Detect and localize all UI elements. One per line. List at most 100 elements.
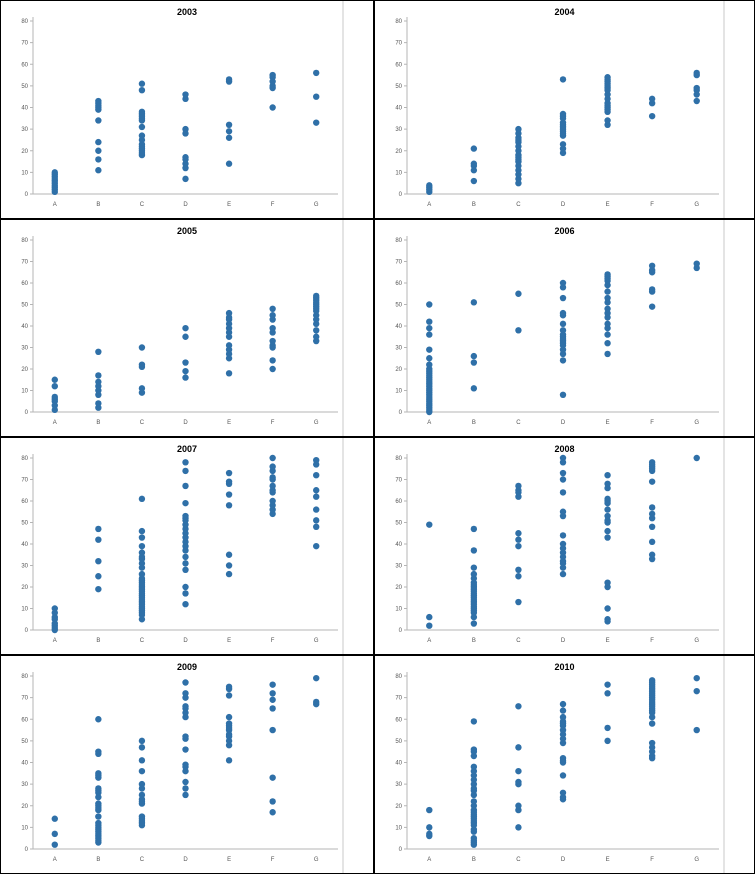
y-tick-label: 40 <box>21 324 28 330</box>
data-point <box>269 681 276 688</box>
data-point <box>138 123 146 131</box>
x-tick-label: E <box>606 202 610 208</box>
data-point <box>559 700 567 708</box>
data-point <box>470 352 478 360</box>
x-tick-label: D <box>183 857 188 863</box>
x-tick-label: C <box>140 638 145 644</box>
data-point <box>604 681 611 688</box>
data-point <box>225 757 233 764</box>
data-point <box>225 469 233 477</box>
data-point <box>426 346 433 353</box>
y-tick-label: 30 <box>21 564 28 570</box>
data-point <box>648 538 656 546</box>
data-point <box>138 385 146 392</box>
data-point <box>559 110 567 118</box>
data-point <box>182 733 189 740</box>
data-point <box>313 506 320 513</box>
x-tick-label: G <box>694 202 699 208</box>
data-point <box>269 463 276 470</box>
y-tick-label: 70 <box>21 696 28 702</box>
y-tick-label: 0 <box>399 410 403 416</box>
data-point <box>559 309 567 317</box>
scatter-chart-2006: 2006 0 10 20 30 40 50 60 70 80 A B C D E F G <box>395 220 725 436</box>
data-point <box>604 294 611 302</box>
data-point <box>95 147 102 154</box>
y-tick-label: 70 <box>395 41 402 47</box>
x-tick-label: E <box>606 857 610 863</box>
y-tick-label: 80 <box>395 238 402 244</box>
data-point <box>470 834 478 842</box>
data-point <box>182 374 189 381</box>
data-point <box>648 739 656 747</box>
x-tick-label: D <box>561 857 566 863</box>
data-point <box>313 487 320 494</box>
data-point <box>313 292 320 300</box>
data-point <box>604 74 611 81</box>
chart-panel-2005: 2005 0 10 20 30 40 50 60 70 80 A B C D E F G <box>0 219 374 437</box>
y-tick-label: 60 <box>21 717 28 723</box>
data-point <box>648 459 656 466</box>
data-point <box>225 121 233 128</box>
data-point <box>225 562 233 569</box>
y-tick-label: 10 <box>395 170 402 176</box>
data-point <box>182 761 189 768</box>
data-point <box>470 547 478 554</box>
x-tick-label: C <box>516 202 521 208</box>
data-point <box>648 523 656 530</box>
y-tick-label: 60 <box>395 717 402 723</box>
x-tick-label: A <box>53 202 57 208</box>
data-point <box>225 342 233 349</box>
data-point <box>559 476 567 483</box>
data-point <box>426 622 433 629</box>
data-point <box>604 690 611 697</box>
x-tick-label: C <box>140 420 145 426</box>
data-point <box>313 517 320 524</box>
y-tick-label: 10 <box>21 170 28 176</box>
data-point <box>269 312 276 319</box>
data-point <box>95 117 102 124</box>
x-tick-label: F <box>650 857 654 863</box>
data-point <box>225 478 233 485</box>
data-point <box>313 93 320 100</box>
data-point <box>95 785 102 792</box>
data-point <box>95 573 102 580</box>
chart-panel-2003: 2003 0 10 20 30 40 50 60 70 80 A B C D E F G <box>0 0 374 219</box>
data-point <box>225 370 233 377</box>
data-point <box>51 841 58 848</box>
data-point <box>604 495 611 503</box>
data-point <box>559 469 567 477</box>
data-point <box>138 791 146 799</box>
data-point <box>470 570 478 578</box>
data-point <box>95 813 102 820</box>
data-point <box>515 778 522 786</box>
data-point <box>515 530 522 537</box>
data-point <box>515 542 522 550</box>
x-tick-label: G <box>314 202 319 208</box>
data-point <box>648 112 656 120</box>
data-point <box>182 512 189 520</box>
data-point <box>51 376 58 383</box>
y-tick-label: 60 <box>21 62 28 68</box>
data-point <box>515 536 522 543</box>
data-point <box>269 726 276 734</box>
data-point <box>269 324 276 332</box>
data-point <box>559 294 567 302</box>
data-point <box>648 720 656 727</box>
data-point <box>515 802 522 809</box>
data-point <box>313 119 320 126</box>
x-tick-label: F <box>650 638 654 644</box>
chart-title: 2009 <box>177 662 197 672</box>
y-tick-label: 0 <box>399 628 403 634</box>
data-point <box>138 132 146 139</box>
data-point <box>515 598 522 606</box>
data-point <box>182 560 189 567</box>
data-point <box>182 791 189 799</box>
data-point <box>313 523 320 530</box>
data-point <box>426 361 433 368</box>
data-point <box>470 746 478 753</box>
data-point <box>648 551 656 558</box>
x-tick-label: C <box>516 857 521 863</box>
y-tick-label: 10 <box>395 607 402 613</box>
data-point <box>426 806 433 814</box>
data-point <box>515 573 522 580</box>
